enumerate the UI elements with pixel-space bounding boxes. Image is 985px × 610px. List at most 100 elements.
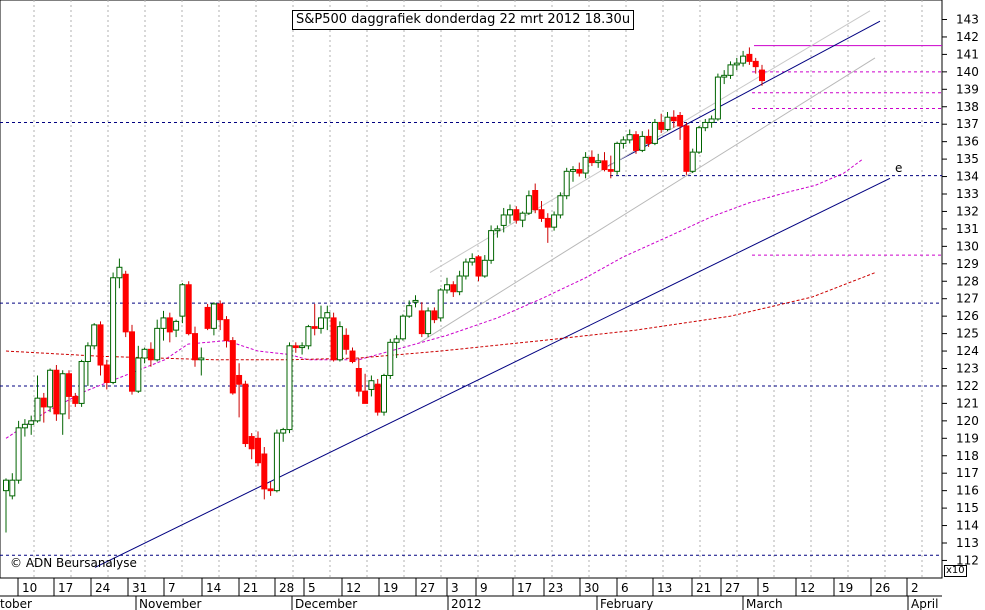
x-axis: 10 17 24 31 7 14 21 28 5 12 19 27 3 9 17 23 30 6 13 21 27 5 12…	[0, 578, 942, 610]
candle-body	[759, 69, 765, 82]
candle-body	[311, 326, 318, 329]
candle-body	[72, 395, 79, 404]
candle-body	[217, 303, 224, 321]
x-day-label: 5	[308, 581, 316, 595]
candle-body	[286, 345, 293, 431]
x-day-label: 7	[168, 581, 176, 595]
candle-body	[15, 427, 22, 481]
scale-note: x10	[944, 565, 967, 577]
candle-body	[166, 317, 173, 333]
candle	[185, 281, 192, 336]
candle	[192, 326, 198, 367]
candle	[154, 319, 161, 362]
x-month-label: November	[139, 597, 201, 610]
candle	[47, 368, 54, 413]
candle-body	[633, 134, 639, 151]
y-tick-label: 124	[956, 344, 979, 358]
candle-body	[607, 169, 614, 172]
candle-body	[601, 160, 608, 171]
x-day-label: 17	[58, 581, 73, 595]
candle	[494, 225, 501, 238]
candle-body	[204, 306, 211, 329]
x-day-label: 27	[725, 581, 740, 595]
candle-body	[173, 320, 180, 331]
y-tick-label: 142	[956, 30, 979, 44]
y-tick-label: 143	[956, 13, 979, 27]
candle	[450, 281, 457, 297]
y-tick-label: 127	[956, 292, 979, 306]
candle-body	[210, 303, 217, 329]
candle	[456, 270, 463, 296]
candle-body	[179, 284, 186, 317]
candle-body	[229, 340, 236, 394]
x-day-label: 26	[875, 581, 890, 595]
candle-body	[689, 151, 696, 172]
candle	[236, 363, 243, 418]
candle	[229, 337, 236, 395]
candle-body	[185, 284, 192, 335]
x-day-label: 5	[762, 581, 770, 595]
x-month-label: 2012	[451, 597, 482, 610]
candle	[746, 47, 753, 65]
candle-body	[399, 315, 406, 340]
candle-body	[639, 135, 646, 151]
candle	[437, 288, 444, 322]
y-tick-label: 133	[956, 187, 979, 201]
candle	[469, 253, 476, 266]
candle	[141, 347, 148, 364]
candle	[393, 335, 400, 359]
candle	[374, 378, 381, 416]
candle	[286, 342, 293, 434]
y-tick-label: 130	[956, 239, 979, 253]
x-day-label: 10	[22, 581, 37, 595]
candle-body	[595, 160, 602, 164]
y-tick-label: 135	[956, 152, 979, 166]
candle	[525, 190, 532, 215]
candle-body	[494, 228, 501, 232]
candle	[255, 431, 261, 467]
candle	[708, 115, 715, 128]
moving-average-short-line	[5, 158, 864, 439]
candle-body	[475, 256, 482, 277]
candle	[173, 319, 180, 338]
candlestick-series	[3, 47, 765, 533]
candle	[3, 478, 9, 533]
x-day-label: 30	[584, 581, 599, 595]
candle-body	[708, 118, 715, 123]
candle	[166, 312, 173, 343]
x-day-label: 28	[279, 581, 294, 595]
candle	[645, 129, 652, 147]
candle-body	[349, 350, 356, 363]
candle	[135, 345, 142, 393]
candle-body	[21, 423, 28, 429]
candle-body	[135, 357, 142, 392]
candle-body	[563, 170, 570, 197]
candle	[557, 192, 564, 219]
y-tick-label: 114	[956, 519, 979, 533]
candle	[689, 148, 696, 174]
candle-body	[507, 209, 513, 216]
candle-body	[721, 74, 728, 78]
candle-body	[381, 374, 387, 413]
x-day-label: 23	[548, 581, 563, 595]
candle	[551, 211, 558, 231]
candle	[658, 113, 665, 133]
x-day-label: 12	[800, 581, 815, 595]
candle-body	[740, 55, 747, 64]
y-tick-label: 141	[956, 47, 979, 61]
candle	[40, 392, 47, 423]
x-month-label: December	[295, 597, 357, 610]
candle	[368, 375, 375, 397]
candle-body	[746, 53, 753, 62]
y-tick-label: 126	[956, 309, 979, 323]
candle-body	[425, 310, 432, 335]
candle	[292, 342, 299, 353]
candle-body	[614, 142, 621, 172]
candle	[103, 359, 110, 390]
y-tick-label: 129	[956, 257, 979, 271]
y-tick-label: 125	[956, 327, 979, 341]
candle	[305, 324, 312, 350]
candle	[677, 111, 684, 140]
candle	[481, 255, 488, 278]
candle-body	[387, 341, 394, 376]
